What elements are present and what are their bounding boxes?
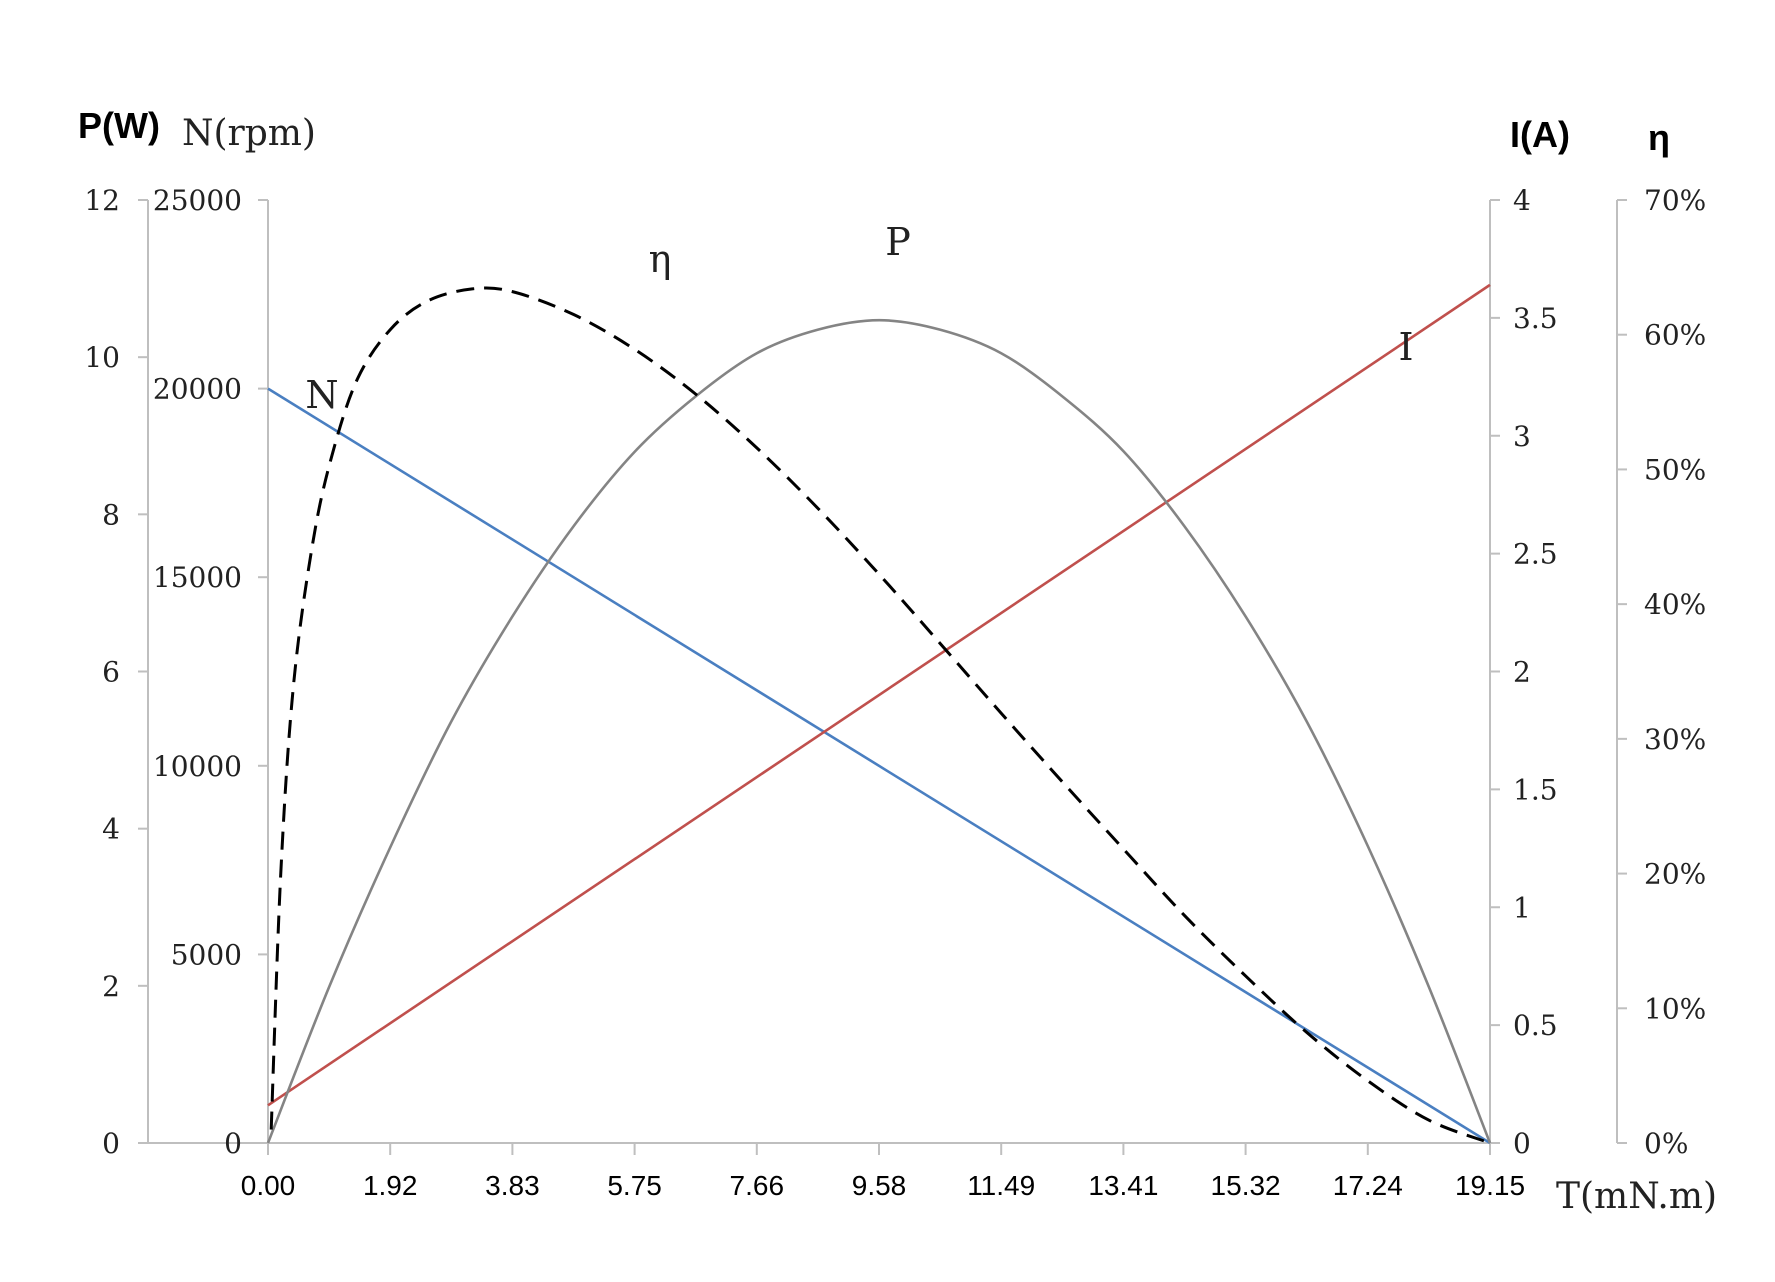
power-tick-label: 10 (84, 341, 120, 374)
efficiency-tick-label: 60% (1644, 319, 1706, 352)
x-tick-label: 5.75 (607, 1170, 662, 1201)
curve-label-power-curve: P (885, 220, 911, 264)
efficiency-tick-label: 70% (1644, 184, 1706, 217)
speed-tick-label: 0 (224, 1127, 242, 1160)
efficiency-axis-title: η (1648, 117, 1670, 158)
current-tick-label: 2.5 (1513, 538, 1558, 571)
current-tick-label: 2 (1513, 656, 1531, 689)
x-tick-label: 0.00 (241, 1170, 296, 1201)
efficiency-tick-label: 0% (1644, 1127, 1688, 1160)
power-axis-title: P(W) (78, 105, 160, 146)
x-tick-label: 19.15 (1455, 1170, 1525, 1201)
power-tick-label: 2 (102, 970, 120, 1003)
power-tick-label: 8 (102, 498, 120, 531)
power-tick-label: 4 (102, 813, 120, 846)
power-tick-label: 0 (102, 1127, 120, 1160)
speed-tick-label: 25000 (153, 184, 242, 217)
x-tick-label: 9.58 (852, 1170, 907, 1201)
efficiency-tick-label: 20% (1644, 858, 1706, 891)
current-tick-label: 1.5 (1513, 773, 1558, 806)
speed-curve (267, 387, 1491, 1145)
power-tick-label: 6 (102, 656, 120, 689)
speed-axis-title: N(rpm) (182, 113, 316, 154)
speed-tick-label: 20000 (153, 373, 242, 406)
current-tick-label: 0.5 (1513, 1009, 1558, 1042)
current-axis-title: I(A) (1510, 114, 1570, 155)
x-tick-label: 15.32 (1211, 1170, 1281, 1201)
curve-label-efficiency-curve: η (649, 237, 672, 281)
power-tick-label: 12 (84, 184, 120, 217)
x-tick-label: 13.41 (1088, 1170, 1158, 1201)
power-curve (266, 318, 1492, 1144)
x-tick-label: 17.24 (1333, 1170, 1403, 1201)
efficiency-tick-label: 30% (1644, 723, 1706, 756)
speed-tick-label: 5000 (171, 938, 242, 971)
labels-layer: Nη P I (305, 220, 1413, 417)
speed-tick-label: 15000 (153, 561, 242, 594)
x-axis-title: T(mN.m) (1556, 1176, 1717, 1217)
current-tick-label: 3 (1513, 420, 1531, 453)
curve-label-speed-curve: N (305, 373, 338, 417)
x-tick-label: 11.49 (967, 1170, 1035, 1201)
current-tick-label: 1 (1513, 891, 1531, 924)
speed-tick-label: 10000 (153, 750, 242, 783)
curve-label-current-curve: I (1398, 325, 1413, 369)
x-tick-label: 3.83 (485, 1170, 540, 1201)
current-tick-label: 4 (1513, 184, 1531, 217)
current-curve (267, 283, 1491, 1107)
efficiency-tick-label: 50% (1644, 453, 1706, 486)
current-tick-label: 0 (1513, 1127, 1531, 1160)
x-tick-label: 1.92 (363, 1170, 418, 1201)
efficiency-curve (269, 286, 1491, 1145)
series-layer (266, 283, 1492, 1145)
axes-layer: 0.00 1.92 3.83 5.75 7.66 9.58 11.49 13.41 15.32 1… (78, 105, 1717, 1217)
efficiency-tick-label: 40% (1644, 588, 1706, 621)
x-tick-label: 7.66 (730, 1170, 785, 1201)
efficiency-tick-label: 10% (1644, 992, 1706, 1025)
current-tick-label: 3.5 (1513, 302, 1558, 335)
